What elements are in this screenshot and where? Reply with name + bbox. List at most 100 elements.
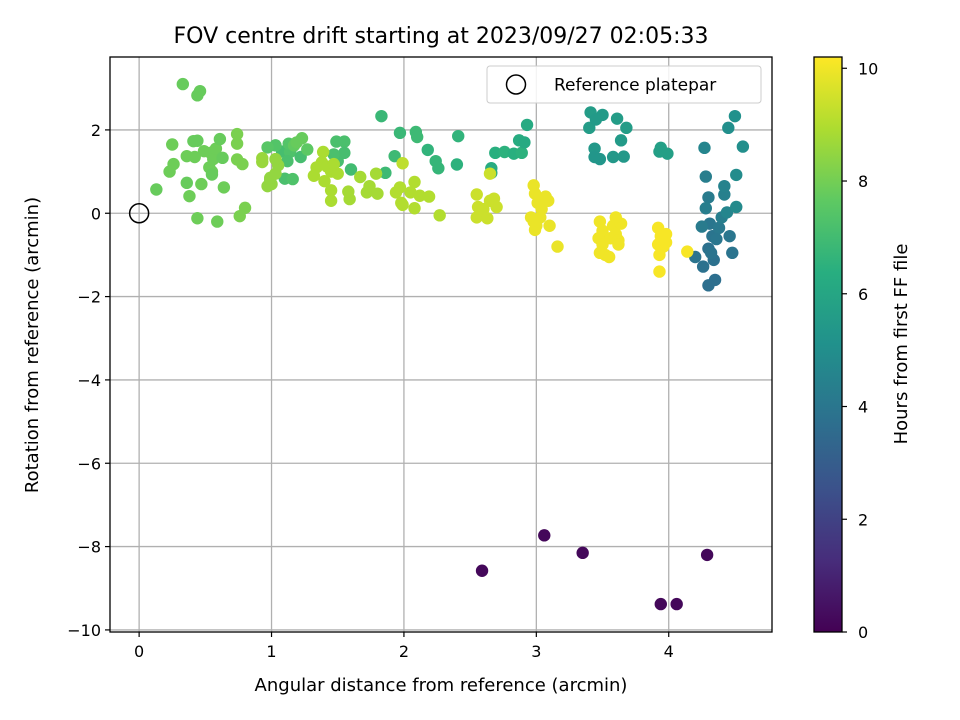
data-point <box>695 220 709 233</box>
data-point <box>609 211 622 224</box>
data-point <box>338 146 351 160</box>
data-point <box>498 145 511 159</box>
data-point <box>330 135 343 148</box>
data-point <box>576 546 589 560</box>
data-point <box>233 209 246 223</box>
data-point <box>216 151 229 165</box>
data-point <box>422 190 436 203</box>
data-point <box>180 176 193 190</box>
data-point <box>307 169 321 182</box>
axis-ticks: 0 1 2 3 4 −10 −8 −6 −4 −2 0 2 <box>67 121 674 661</box>
data-point <box>589 113 603 126</box>
data-point <box>327 157 340 171</box>
data-point <box>176 77 190 91</box>
data-point <box>371 187 384 200</box>
data-point <box>620 121 633 135</box>
data-point <box>207 152 220 166</box>
data-point <box>281 154 294 168</box>
colorbar: 0 2 4 6 8 10 Hours from first FF file <box>813 56 912 642</box>
data-point <box>702 191 715 204</box>
data-point <box>410 130 424 144</box>
data-point <box>475 564 489 577</box>
data-point <box>617 150 630 163</box>
data-point <box>720 206 734 219</box>
data-point <box>344 163 358 176</box>
data-point <box>375 109 388 123</box>
data-point <box>354 170 367 184</box>
data-point <box>728 109 742 123</box>
data-point <box>736 140 750 153</box>
colorbar-ticks: 0 2 4 6 8 10 <box>842 59 878 642</box>
y-tick-label: −8 <box>77 538 101 557</box>
data-point <box>543 219 556 232</box>
data-point <box>393 126 407 140</box>
data-point <box>698 141 711 155</box>
data-point <box>722 121 735 135</box>
data-point <box>610 112 624 125</box>
data-point <box>730 200 743 214</box>
data-point <box>489 146 502 160</box>
data-point <box>696 260 710 273</box>
data-point <box>183 189 196 203</box>
x-axis-label: Angular distance from reference (arcmin) <box>255 675 628 696</box>
y-tick-label: −2 <box>77 288 101 307</box>
data-point <box>324 184 338 197</box>
data-point <box>230 127 244 141</box>
data-point <box>256 155 269 169</box>
colorbar-tick-label: 10 <box>858 59 878 78</box>
data-point <box>704 246 718 260</box>
data-point <box>369 167 383 180</box>
data-point <box>518 136 531 149</box>
colorbar-tick-label: 0 <box>858 623 868 642</box>
data-point <box>318 174 331 188</box>
x-tick-label: 4 <box>664 642 674 661</box>
data-point <box>551 240 564 253</box>
data-point <box>363 179 376 193</box>
chart-title: FOV centre drift starting at 2023/09/27 … <box>174 24 709 49</box>
data-point <box>612 238 625 251</box>
x-tick-label: 0 <box>134 642 144 661</box>
data-point <box>342 185 355 198</box>
data-point <box>421 143 434 157</box>
legend-entry: Reference platepar <box>554 76 716 96</box>
data-point <box>163 165 176 178</box>
legend-marker <box>505 74 527 95</box>
data-point <box>470 211 483 224</box>
data-point <box>261 141 274 154</box>
data-point <box>699 202 712 215</box>
data-point <box>316 145 330 159</box>
colorbar-tick-label: 8 <box>858 172 868 191</box>
y-axis-label: Rotation from reference (arcmin) <box>22 197 43 493</box>
data-point <box>702 279 715 292</box>
data-point <box>217 181 231 194</box>
data-point <box>700 548 714 562</box>
data-point <box>520 118 534 132</box>
data-point <box>653 248 666 262</box>
data-point <box>205 168 219 181</box>
data-point <box>236 157 249 171</box>
data-point <box>379 166 392 180</box>
data-point <box>301 143 314 156</box>
data-point <box>396 198 409 212</box>
data-point <box>602 250 616 264</box>
data-point <box>730 168 743 182</box>
colorbar-tick-label: 6 <box>858 285 868 304</box>
data-point <box>593 152 607 166</box>
data-point <box>710 232 723 246</box>
data-point <box>542 194 555 207</box>
data-point <box>681 245 694 258</box>
data-point <box>606 150 620 164</box>
colorbar-tick-label: 4 <box>858 398 868 417</box>
data-point <box>490 200 503 214</box>
data-point <box>659 227 673 241</box>
data-point <box>726 246 739 260</box>
data-point <box>191 212 204 225</box>
data-point <box>432 162 445 175</box>
data-point <box>670 597 683 611</box>
y-tick-label: −4 <box>77 371 101 390</box>
reference-marker-group <box>128 203 150 224</box>
y-tick-label: 0 <box>91 204 101 223</box>
data-point <box>654 597 667 611</box>
data-point <box>211 215 224 228</box>
